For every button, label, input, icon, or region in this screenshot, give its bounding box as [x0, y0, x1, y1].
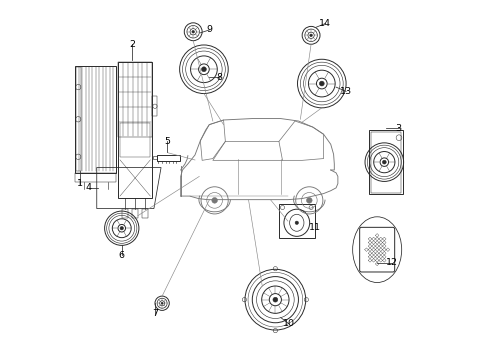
Text: 4: 4 [86, 183, 92, 192]
Circle shape [192, 30, 195, 33]
Text: 7: 7 [152, 310, 158, 319]
Bar [279, 204, 315, 238]
Bar [75, 173, 117, 182]
Text: 1: 1 [77, 179, 83, 188]
Circle shape [212, 198, 218, 203]
Text: 13: 13 [340, 87, 352, 96]
Text: 2: 2 [129, 40, 135, 49]
Bar [157, 155, 180, 161]
Bar [76, 67, 81, 171]
Circle shape [201, 67, 206, 72]
Circle shape [310, 34, 313, 37]
Bar [120, 123, 150, 157]
Bar [132, 208, 138, 217]
Text: 12: 12 [386, 258, 398, 267]
Bar [371, 132, 401, 193]
Bar [369, 130, 403, 194]
Circle shape [306, 198, 312, 203]
Bar [153, 156, 157, 159]
Bar [118, 62, 152, 137]
Text: 8: 8 [216, 73, 222, 82]
Bar [118, 62, 152, 198]
Text: 11: 11 [309, 222, 320, 231]
Bar [152, 96, 157, 116]
Text: 14: 14 [319, 19, 331, 28]
Circle shape [319, 81, 324, 86]
Text: 9: 9 [206, 26, 212, 35]
Circle shape [120, 226, 123, 230]
Bar [122, 208, 128, 217]
Bar [75, 66, 117, 173]
Circle shape [161, 302, 163, 304]
Bar [143, 208, 148, 217]
Text: 10: 10 [283, 319, 294, 328]
Text: 6: 6 [119, 251, 125, 260]
Circle shape [295, 221, 298, 225]
Circle shape [273, 297, 278, 302]
Text: 3: 3 [395, 124, 402, 133]
Circle shape [382, 160, 386, 164]
Text: 5: 5 [165, 137, 171, 146]
